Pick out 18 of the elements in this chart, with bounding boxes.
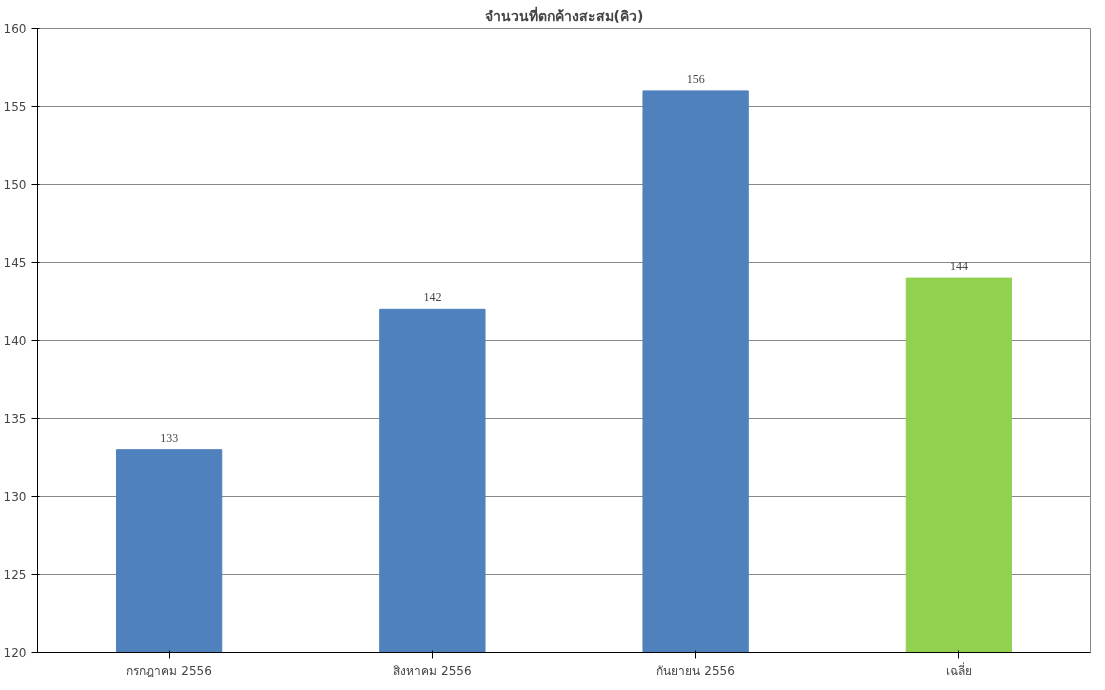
y-tick-label: 160 xyxy=(3,22,27,36)
y-tick-label: 145 xyxy=(3,256,27,270)
chart-title: จำนวนที่ตกค้างสะสม(คิว) xyxy=(484,5,644,24)
x-tick-label: เฉลี่ย xyxy=(945,661,972,678)
data-label: 144 xyxy=(949,259,968,274)
data-label: 142 xyxy=(423,290,442,305)
y-tick-label: 155 xyxy=(3,100,27,114)
x-tick-label: กรกฎาคม 2556 xyxy=(126,663,212,678)
y-tick-label: 150 xyxy=(3,178,27,192)
x-tick-label: กันยายน 2556 xyxy=(656,663,735,678)
y-tick-label: 120 xyxy=(3,646,27,660)
y-tick-label: 135 xyxy=(3,412,27,426)
x-tick-label: สิงหาคม 2556 xyxy=(393,663,472,678)
data-label: 156 xyxy=(686,71,705,86)
y-tick-label: 125 xyxy=(3,568,27,582)
data-label: 133 xyxy=(160,430,179,445)
y-tick-label: 140 xyxy=(3,334,27,348)
y-tick-label: 130 xyxy=(3,490,27,504)
